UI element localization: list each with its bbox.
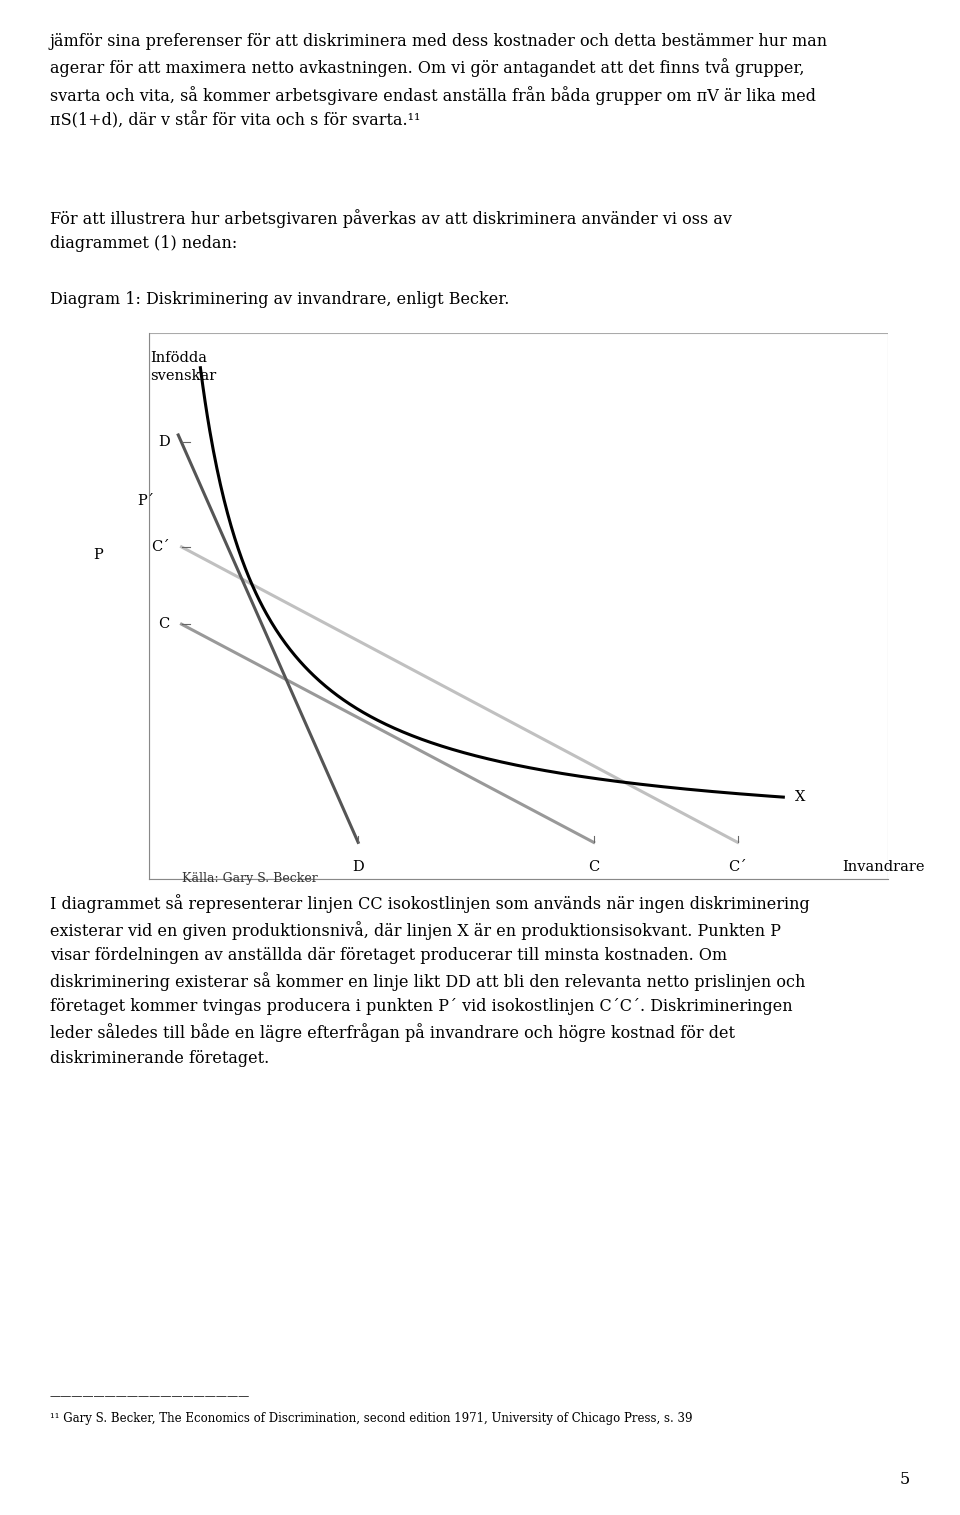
Text: X: X xyxy=(795,791,805,804)
Text: C´: C´ xyxy=(151,539,170,554)
Text: P´: P´ xyxy=(137,494,155,508)
Text: D: D xyxy=(158,435,170,450)
Text: I diagrammet så representerar linjen CC isokostlinjen som används när ingen disk: I diagrammet så representerar linjen CC … xyxy=(50,894,809,1067)
Text: ¹¹ Gary S. Becker, The Economics of Discrimination, second edition 1971, Univers: ¹¹ Gary S. Becker, The Economics of Disc… xyxy=(50,1412,692,1426)
Text: Infödda
svenskar: Infödda svenskar xyxy=(150,351,216,383)
Text: Diagram 1: Diskriminering av invandrare, enligt Becker.: Diagram 1: Diskriminering av invandrare,… xyxy=(50,291,510,308)
Text: Invandrare: Invandrare xyxy=(842,859,924,874)
Text: jämför sina preferenser för att diskriminera med dess kostnader och detta bestäm: jämför sina preferenser för att diskrimi… xyxy=(50,33,828,129)
Text: D: D xyxy=(352,859,364,874)
Text: P: P xyxy=(93,548,103,562)
Text: C: C xyxy=(588,859,599,874)
Text: Källa: Gary S. Becker: Källa: Gary S. Becker xyxy=(181,873,317,885)
Text: För att illustrera hur arbetsgivaren påverkas av att diskriminera använder vi os: För att illustrera hur arbetsgivaren påv… xyxy=(50,209,732,251)
Text: C´: C´ xyxy=(729,859,747,874)
Text: C: C xyxy=(158,617,170,632)
Text: ——————————————————: —————————————————— xyxy=(50,1391,251,1401)
Text: 5: 5 xyxy=(900,1471,910,1488)
Bar xyxy=(149,333,888,879)
